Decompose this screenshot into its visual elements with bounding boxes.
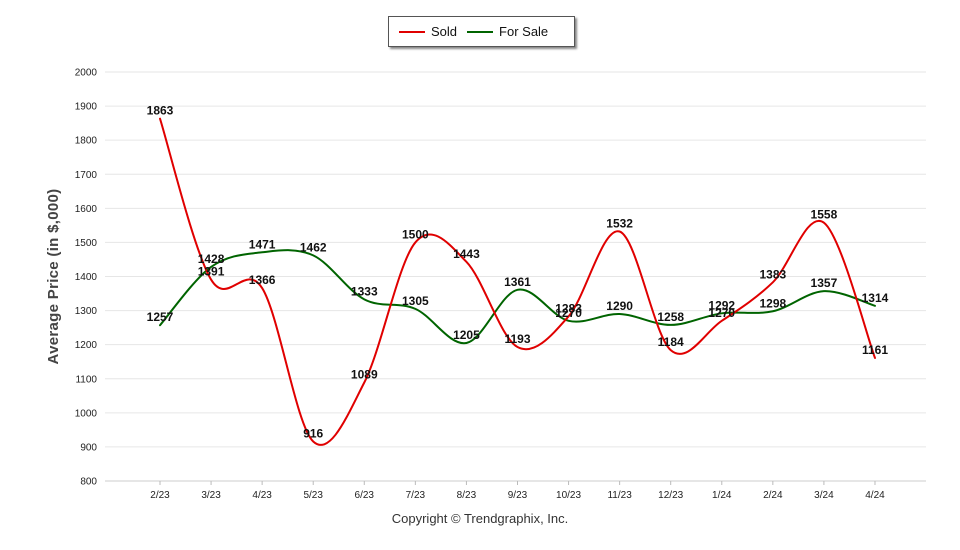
x-tick-label: 2/24 — [763, 490, 783, 501]
x-tick-label: 8/23 — [457, 490, 477, 501]
x-tick-label: 6/23 — [355, 490, 375, 501]
data-label-sold: 1193 — [504, 332, 530, 346]
data-label-sold: 1558 — [811, 208, 838, 222]
legend-item-for-sale: For Sale — [467, 24, 548, 39]
legend-item-sold: Sold — [399, 24, 457, 39]
x-tick-label: 3/24 — [814, 490, 834, 501]
data-label-for-sale: 1428 — [198, 252, 225, 266]
data-label-sold: 1270 — [708, 306, 735, 320]
y-tick-label: 1700 — [75, 170, 98, 181]
data-label-for-sale: 1257 — [147, 310, 174, 324]
data-label-for-sale: 1462 — [300, 240, 327, 254]
data-label-for-sale: 1471 — [249, 237, 276, 251]
data-label-for-sale: 1357 — [811, 276, 838, 290]
x-tick-label: 2/23 — [150, 490, 170, 501]
data-label-sold: 1500 — [402, 227, 429, 241]
series-line-sold — [159, 117, 876, 446]
data-label-for-sale: 1361 — [504, 275, 531, 289]
x-tick-label: 1/24 — [712, 490, 732, 501]
x-tick-label: 4/23 — [252, 490, 272, 501]
legend-label-sold: Sold — [431, 24, 458, 39]
y-tick-label: 1100 — [75, 374, 97, 385]
x-tick-label: 11/23 — [607, 490, 632, 501]
data-label-for-sale: 1314 — [862, 291, 889, 305]
y-tick-label: 1400 — [75, 272, 98, 283]
y-tick-label: 1800 — [75, 136, 98, 147]
data-label-for-sale: 1298 — [759, 296, 786, 310]
x-tick-label: 3/23 — [201, 490, 221, 501]
data-label-for-sale: 1292 — [708, 298, 735, 312]
series-line-for-sale — [159, 249, 876, 344]
data-label-for-sale: 1290 — [606, 299, 633, 313]
data-label-sold: 1161 — [862, 343, 888, 357]
x-tick-label: 9/23 — [508, 490, 528, 501]
data-label-for-sale: 1270 — [555, 306, 582, 320]
data-label-sold: 1443 — [453, 247, 480, 261]
y-tick-label: 1000 — [75, 408, 98, 419]
data-label-sold: 1532 — [606, 217, 633, 231]
x-tick-label: 5/23 — [303, 490, 323, 501]
chart-legend: Sold For Sale — [388, 16, 575, 47]
y-tick-label: 2000 — [75, 68, 98, 79]
y-tick-label: 1200 — [75, 340, 98, 351]
data-label-sold: 1366 — [249, 273, 276, 287]
y-tick-label: 1500 — [75, 238, 98, 249]
data-label-sold: 1184 — [658, 335, 684, 349]
data-label-sold: 1283 — [555, 301, 582, 315]
copyright-footer: Copyright © Trendgraphix, Inc. — [391, 511, 569, 526]
data-label-sold: 1863 — [147, 104, 174, 118]
x-tick-label: 10/23 — [556, 490, 581, 501]
data-label-sold: 1391 — [198, 265, 225, 279]
data-label-for-sale: 1305 — [402, 294, 429, 308]
legend-swatch-for-sale — [467, 30, 494, 33]
legend-swatch-sold — [399, 30, 425, 33]
y-tick-label: 1900 — [75, 102, 98, 113]
data-label-for-sale: 1205 — [453, 328, 480, 342]
data-label-for-sale: 1258 — [657, 310, 684, 324]
data-label-sold: 916 — [303, 426, 323, 440]
x-tick-label: 12/23 — [658, 490, 683, 501]
x-tick-label: 4/24 — [865, 490, 885, 501]
legend-label-for-sale: For Sale — [499, 24, 549, 39]
y-tick-label: 1600 — [75, 204, 98, 215]
y-tick-label: 900 — [80, 442, 97, 453]
data-label-sold: 1383 — [759, 267, 786, 281]
y-axis-label: Average Price (in $,000) — [45, 189, 62, 365]
y-tick-label: 1300 — [75, 306, 98, 317]
y-tick-label: 800 — [80, 477, 97, 488]
data-label-sold: 1089 — [351, 367, 378, 381]
data-label-for-sale: 1333 — [351, 284, 378, 298]
x-tick-label: 7/23 — [406, 490, 426, 501]
